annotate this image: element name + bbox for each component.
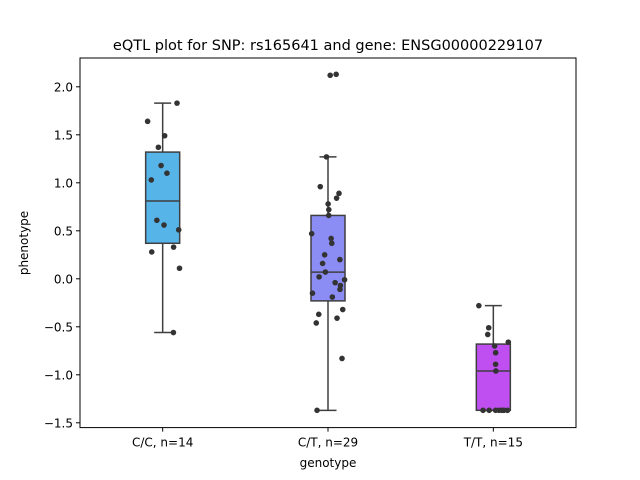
data-point	[158, 162, 164, 169]
data-point	[161, 222, 167, 228]
x-tick-label: C/C, n=14	[132, 436, 193, 450]
data-point	[164, 170, 170, 176]
y-tick-label: −0.5	[44, 320, 73, 334]
data-point	[308, 230, 315, 237]
data-point	[322, 269, 329, 275]
data-point	[337, 256, 343, 263]
data-point	[328, 240, 335, 247]
data-point	[476, 302, 482, 309]
data-point	[493, 368, 499, 374]
data-point	[316, 274, 322, 280]
x-tick-label: C/T, n=29	[298, 436, 358, 450]
data-point	[319, 260, 326, 267]
data-point	[485, 324, 492, 331]
y-tick-label: 1.0	[54, 176, 73, 190]
data-point	[144, 118, 151, 125]
data-point	[170, 329, 177, 336]
data-point	[325, 201, 331, 207]
data-point	[327, 72, 333, 79]
data-point	[155, 144, 162, 151]
y-tick-label: −1.5	[44, 416, 73, 430]
data-point	[175, 227, 182, 233]
y-tick-label: −1.0	[44, 368, 73, 382]
y-tick-label: 0.5	[54, 224, 73, 238]
data-point	[313, 320, 320, 326]
data-point	[161, 132, 168, 139]
data-point	[317, 183, 324, 190]
data-point	[486, 407, 492, 414]
data-point	[505, 339, 512, 345]
data-point	[480, 407, 486, 414]
data-point	[337, 286, 343, 293]
data-point	[154, 217, 160, 224]
data-point	[323, 154, 330, 160]
data-point	[496, 407, 502, 414]
data-point	[339, 306, 346, 313]
data-point	[174, 100, 180, 106]
data-point	[341, 276, 348, 283]
data-point	[339, 355, 345, 362]
data-point	[176, 265, 183, 272]
data-point	[170, 244, 177, 250]
data-point	[333, 71, 339, 78]
y-tick-label: 1.5	[54, 128, 73, 142]
x-tick-label: T/T, n=15	[463, 436, 523, 450]
data-point	[148, 249, 155, 255]
data-point	[309, 290, 316, 297]
data-point	[333, 195, 340, 201]
data-point	[325, 212, 332, 219]
data-point	[484, 331, 491, 338]
y-axis-label: phenotype	[17, 211, 31, 275]
data-point	[328, 235, 334, 242]
data-point	[314, 407, 320, 414]
y-tick-label: 2.0	[54, 80, 73, 94]
data-point	[492, 349, 499, 356]
data-point	[321, 252, 328, 258]
data-point	[315, 311, 322, 318]
data-point	[332, 279, 338, 286]
chart-title: eQTL plot for SNP: rs165641 and gene: EN…	[113, 38, 543, 54]
data-point	[148, 177, 155, 183]
data-point	[334, 315, 340, 321]
plot-marks: −1.5 −1.0 −0.5 0.0 0.5 1.0 1.5 2.0 C/C, n=14 C/T,…	[44, 71, 523, 450]
data-point	[336, 190, 342, 197]
plot-frame	[79, 57, 577, 429]
data-point	[491, 343, 498, 349]
x-axis-label: genotype	[300, 456, 357, 470]
data-point	[492, 361, 499, 368]
y-tick-label: 0.0	[54, 272, 73, 286]
data-point	[329, 294, 336, 300]
data-point	[325, 206, 332, 213]
